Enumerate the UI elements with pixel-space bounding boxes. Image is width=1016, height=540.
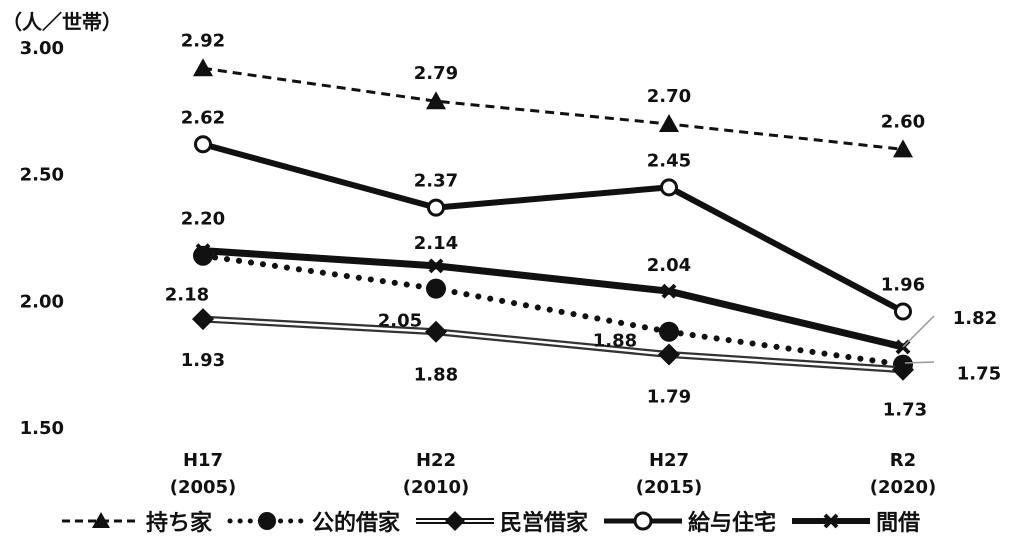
series-owned-house	[193, 58, 913, 158]
data-label-private-rental: 1.93	[181, 350, 225, 371]
x-tick-sublabel: (2010)	[403, 477, 470, 498]
triangle-marker	[659, 114, 679, 132]
legend-swatch-solid-x-icon	[792, 513, 871, 529]
open-circle-marker	[194, 135, 212, 154]
legend-label-lodging: 間借	[876, 511, 921, 536]
series-layer	[192, 58, 914, 381]
x-tick-label: H27	[649, 450, 689, 471]
open-circle-marker	[427, 198, 445, 217]
data-label-public-rental: 2.05	[378, 311, 422, 332]
legend-item-company-housing: 給与住宅	[602, 505, 776, 537]
data-label-public-rental: 2.18	[165, 285, 209, 306]
legend-item-private-rental: 民営借家	[414, 505, 588, 537]
series-line-company-housing	[202, 141, 905, 315]
x-tick-label: R2	[890, 450, 916, 471]
data-label-company-housing: 2.37	[414, 171, 458, 192]
data-label-private-rental: 1.79	[647, 387, 691, 408]
legend-label-owned-house: 持ち家	[146, 511, 213, 536]
y-tick-label: 2.00	[20, 291, 64, 312]
x-tick-sublabel: (2005)	[170, 477, 237, 498]
x-tick-label: H17	[183, 450, 223, 471]
data-label-lodging: 2.04	[647, 255, 691, 276]
x-marker	[195, 243, 211, 259]
data-label-public-rental: 1.75	[957, 364, 1001, 385]
x-tick-label: H22	[416, 450, 456, 471]
x-marker	[428, 258, 444, 274]
triangle-marker	[426, 91, 446, 110]
leader-line	[902, 315, 935, 348]
leader-line	[904, 361, 935, 364]
filled-circle-marker	[659, 321, 679, 342]
legend-label-company-housing: 給与住宅	[688, 511, 777, 536]
data-label-private-rental: 1.73	[883, 400, 927, 421]
x-marker	[661, 283, 677, 299]
data-label-public-rental: 1.88	[593, 331, 637, 352]
data-label-layer: 2.92 2.79 2.70 2.60 2.18 2.05 1.88 1.75 1.93 1.88…	[165, 30, 1001, 420]
legend-swatch-dashed-triangle-icon	[62, 512, 140, 528]
data-label-company-housing: 2.62	[181, 107, 225, 128]
open-circle-marker	[894, 302, 912, 321]
diamond-marker	[892, 358, 914, 381]
data-label-owned-house: 2.60	[881, 111, 925, 132]
y-tick-label: 2.50	[20, 165, 64, 186]
legend-swatch-double-diamond-icon	[416, 511, 495, 531]
series-line-lodging	[202, 247, 904, 351]
x-tick-sublabel: (2015)	[636, 477, 703, 498]
legend-item-lodging: 間借	[790, 505, 920, 537]
legend-swatch-dotted-circle-icon	[227, 512, 309, 530]
legend-label-public-rental: 公的借家	[312, 511, 401, 536]
data-label-lodging: 1.82	[953, 308, 997, 329]
line-chart: 1.50 2.00 2.50 3.00 H17 (2005) H22 (2010) H27 (20…	[20, 30, 1002, 498]
data-label-private-rental: 1.88	[414, 365, 458, 386]
filled-circle-marker	[426, 278, 446, 299]
data-label-lodging: 2.14	[414, 233, 458, 254]
legend-item-public-rental: 公的借家	[226, 505, 400, 537]
legend-item-owned-house: 持ち家	[60, 505, 212, 537]
axis-layer: 1.50 2.00 2.50 3.00 H17 (2005) H22 (2010) H27 (20…	[20, 38, 937, 498]
series-public-rental	[193, 245, 913, 375]
diamond-marker	[658, 343, 680, 366]
open-circle-marker	[660, 178, 678, 197]
data-label-company-housing: 1.96	[881, 274, 925, 295]
series-line-public-rental	[200, 252, 906, 368]
series-line-owned-house	[202, 66, 904, 151]
triangle-marker	[893, 139, 913, 158]
legend-swatch-solid-open-circle-icon	[604, 511, 683, 531]
data-label-company-housing: 2.45	[647, 150, 691, 171]
triangle-marker	[193, 58, 213, 77]
legend-label-private-rental: 民営借家	[500, 511, 589, 536]
diamond-marker	[192, 308, 214, 331]
series-company-housing	[194, 135, 912, 321]
series-private-rental	[192, 308, 914, 381]
x-tick-sublabel: (2020)	[870, 477, 937, 498]
legend: 持ち家 公的借家 民営借家 給与住宅 間借	[60, 504, 920, 538]
y-axis-unit-label: （人／世帯）	[2, 10, 122, 34]
data-label-owned-house: 2.70	[647, 86, 691, 107]
diamond-marker	[425, 320, 447, 343]
y-tick-label: 1.50	[20, 418, 64, 439]
data-label-owned-house: 2.92	[181, 30, 225, 51]
series-lodging	[195, 243, 911, 355]
data-label-owned-house: 2.79	[414, 63, 458, 84]
y-tick-label: 3.00	[20, 38, 64, 59]
data-label-lodging: 2.20	[181, 209, 225, 230]
series-line-private-rental	[202, 317, 904, 371]
